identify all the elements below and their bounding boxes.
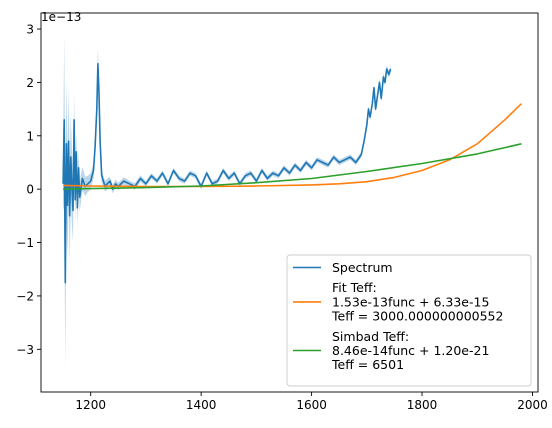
y-tick-label: 2 — [26, 76, 34, 90]
x-tick-label: 1400 — [186, 398, 217, 412]
x-tick-label: 1800 — [407, 398, 438, 412]
legend-label-2: Simbad Teff: 8.46e-14func + 1.20e-21 Teff … — [331, 329, 489, 372]
x-axis: 1200 1400 1600 1800 2000 — [75, 392, 548, 412]
series-layer — [62, 62, 522, 284]
series-line-1 — [63, 103, 522, 188]
legend-label-1: Fit Teff: 1.53e-13func + 6.33e-15 Teff = 3… — [331, 280, 503, 323]
y-tick-label: 0 — [26, 183, 34, 197]
y-axis: −3 −2 −1 0 1 2 3 — [16, 23, 41, 357]
y-tick-label: 1 — [26, 129, 34, 143]
x-tick-label: 1600 — [296, 398, 327, 412]
legend-label-0: Spectrum — [332, 260, 393, 275]
y-tick-label: −2 — [16, 289, 34, 303]
x-tick-label: 2000 — [517, 398, 548, 412]
y-offset-label: 1e−13 — [41, 10, 81, 24]
series-line-2 — [63, 143, 522, 190]
x-tick-label: 1200 — [75, 398, 106, 412]
series-line-0 — [62, 62, 392, 284]
y-tick-label: −1 — [16, 236, 34, 250]
y-tick-label: 3 — [26, 23, 34, 37]
y-tick-label: −3 — [16, 343, 34, 357]
plot-frame — [40, 12, 539, 393]
legend: Spectrum Fit Teff: 1.53e-13func + 6.33e-15… — [286, 254, 532, 387]
legend-box — [286, 254, 532, 387]
